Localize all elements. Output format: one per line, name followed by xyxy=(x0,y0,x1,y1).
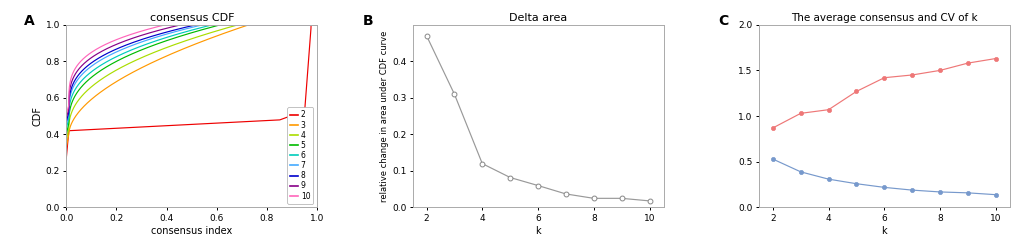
Title: Delta area: Delta area xyxy=(508,13,567,22)
Title: consensus CDF: consensus CDF xyxy=(150,13,233,22)
Title: The average consensus and CV of k: The average consensus and CV of k xyxy=(791,13,976,22)
Text: C: C xyxy=(718,14,729,28)
X-axis label: consensus index: consensus index xyxy=(151,226,232,235)
Text: A: A xyxy=(23,14,35,28)
Legend: 2, 3, 4, 5, 6, 7, 8, 9, 10: 2, 3, 4, 5, 6, 7, 8, 9, 10 xyxy=(286,107,313,204)
Y-axis label: CDF: CDF xyxy=(33,106,43,126)
Y-axis label: relative change in area under CDF curve: relative change in area under CDF curve xyxy=(380,30,389,202)
X-axis label: k: k xyxy=(880,226,887,235)
X-axis label: k: k xyxy=(535,226,540,235)
Text: B: B xyxy=(362,14,373,28)
